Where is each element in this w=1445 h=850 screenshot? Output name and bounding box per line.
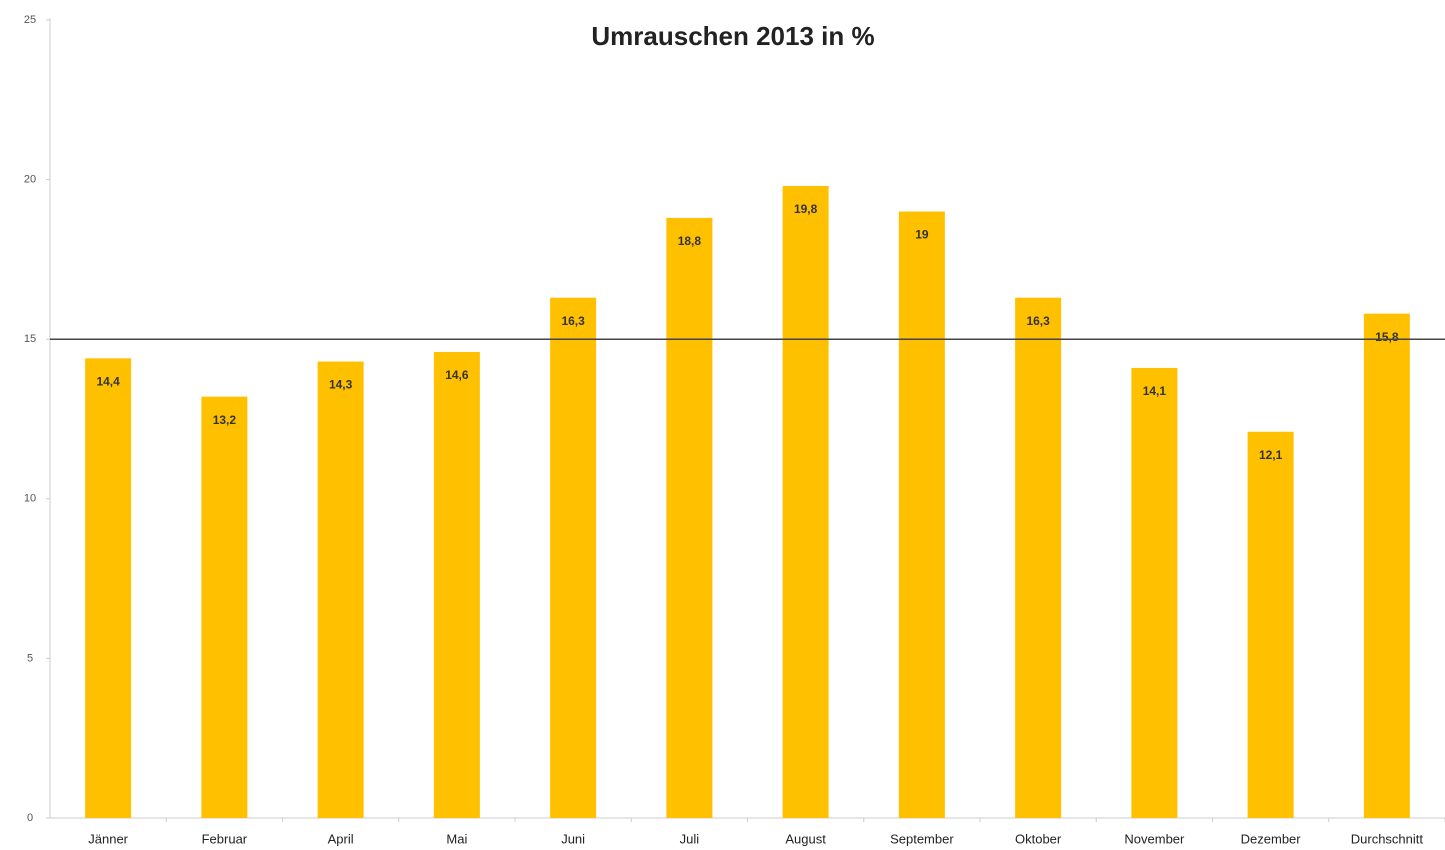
x-tick-label: Mai — [446, 831, 467, 846]
x-tick-label: Oktober — [1015, 831, 1062, 846]
bar — [85, 358, 132, 818]
y-tick-label: 25 — [24, 14, 36, 26]
bar — [1015, 297, 1062, 819]
x-tick-label: Dezember — [1241, 831, 1302, 846]
value-label: 16,3 — [561, 314, 585, 328]
bar — [782, 185, 829, 818]
x-tick-label: Juli — [680, 831, 700, 846]
bar — [317, 361, 364, 818]
bar — [433, 351, 480, 818]
value-label: 12,1 — [1259, 448, 1283, 462]
value-label: 14,4 — [96, 375, 120, 389]
value-label: 14,6 — [445, 368, 469, 382]
y-tick-label: 0 — [27, 812, 33, 824]
x-tick-label: April — [328, 831, 354, 846]
value-label: 13,2 — [213, 413, 237, 427]
value-label: 14,1 — [1143, 384, 1167, 398]
bar — [1131, 367, 1178, 818]
value-label: 16,3 — [1026, 314, 1050, 328]
chart-title: Umrauschen 2013 in % — [591, 21, 874, 51]
x-tick-label: November — [1124, 831, 1185, 846]
x-tick-label: Jänner — [88, 831, 128, 846]
bar — [666, 217, 713, 819]
bar — [550, 297, 597, 819]
bar — [1247, 431, 1294, 818]
x-tick-label: Juni — [561, 831, 585, 846]
x-tick-label: September — [890, 831, 954, 846]
x-tick-label: Durchschnitt — [1351, 831, 1424, 846]
y-tick-label: 15 — [24, 333, 36, 345]
value-label: 14,3 — [329, 378, 353, 392]
value-label: 18,8 — [678, 234, 702, 248]
x-tick-label: August — [785, 831, 826, 846]
y-tick-label: 20 — [24, 174, 36, 186]
x-tick-label: Februar — [202, 831, 248, 846]
bar — [898, 211, 945, 818]
value-label: 15,8 — [1375, 330, 1399, 344]
value-label: 19 — [915, 228, 929, 242]
value-label: 19,8 — [794, 202, 818, 216]
bar — [201, 396, 248, 818]
y-tick-label: 5 — [27, 652, 33, 664]
bar — [1363, 313, 1410, 818]
y-tick-label: 10 — [24, 493, 36, 505]
